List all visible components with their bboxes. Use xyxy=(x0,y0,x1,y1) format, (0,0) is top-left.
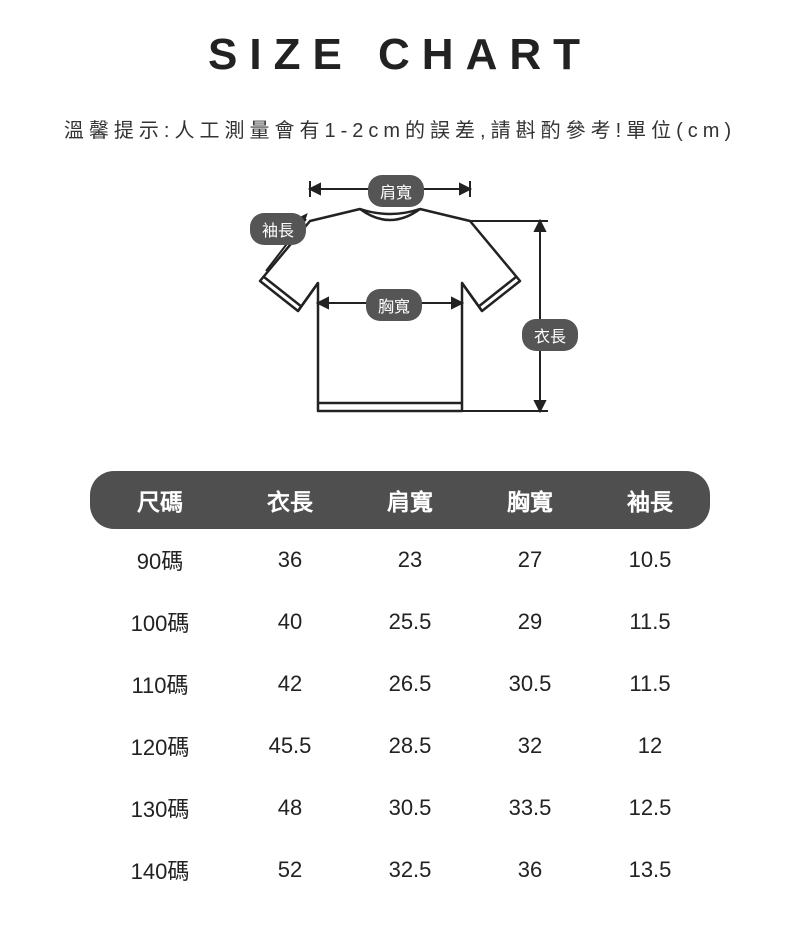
col-size: 尺碼 xyxy=(90,471,230,529)
table-cell: 45.5 xyxy=(230,715,350,777)
table-cell: 12 xyxy=(590,715,710,777)
table-cell: 36 xyxy=(230,529,350,591)
table-cell: 26.5 xyxy=(350,653,470,715)
table-cell: 33.5 xyxy=(470,777,590,839)
col-length: 衣長 xyxy=(230,471,350,529)
table-cell: 12.5 xyxy=(590,777,710,839)
table-cell: 11.5 xyxy=(590,591,710,653)
table-cell: 130碼 xyxy=(90,777,230,839)
table-cell: 28.5 xyxy=(350,715,470,777)
table-cell: 25.5 xyxy=(350,591,470,653)
table-cell: 13.5 xyxy=(590,839,710,901)
col-chest: 胸寬 xyxy=(470,471,590,529)
table-row: 130碼4830.533.512.5 xyxy=(90,777,710,839)
table-cell: 36 xyxy=(470,839,590,901)
label-sleeve: 袖長 xyxy=(250,213,306,245)
table-cell: 29 xyxy=(470,591,590,653)
table-cell: 23 xyxy=(350,529,470,591)
col-shoulder: 肩寬 xyxy=(350,471,470,529)
label-shoulder: 肩寬 xyxy=(368,175,424,207)
table-row: 90碼36232710.5 xyxy=(90,529,710,591)
table-cell: 42 xyxy=(230,653,350,715)
table-cell: 10.5 xyxy=(590,529,710,591)
table-cell: 30.5 xyxy=(350,777,470,839)
table-cell: 30.5 xyxy=(470,653,590,715)
table-header-row: 尺碼 衣長 肩寬 胸寬 袖長 xyxy=(90,471,710,529)
table-cell: 110碼 xyxy=(90,653,230,715)
table-cell: 140碼 xyxy=(90,839,230,901)
table-row: 110碼4226.530.511.5 xyxy=(90,653,710,715)
table-row: 100碼4025.52911.5 xyxy=(90,591,710,653)
table-cell: 32.5 xyxy=(350,839,470,901)
shirt-diagram: 肩寬 袖長 胸寬 衣長 xyxy=(40,171,760,441)
table-cell: 48 xyxy=(230,777,350,839)
table-row: 120碼45.528.53212 xyxy=(90,715,710,777)
label-chest: 胸寬 xyxy=(366,289,422,321)
size-table: 尺碼 衣長 肩寬 胸寬 袖長 90碼36232710.5100碼4025.529… xyxy=(90,471,710,901)
table-cell: 32 xyxy=(470,715,590,777)
measurement-note: 溫馨提示:人工測量會有1-2cm的誤差,請斟酌參考!單位(cm) xyxy=(40,114,760,143)
table-cell: 120碼 xyxy=(90,715,230,777)
label-length: 衣長 xyxy=(522,319,578,351)
table-cell: 27 xyxy=(470,529,590,591)
col-sleeve: 袖長 xyxy=(590,471,710,529)
table-row: 140碼5232.53613.5 xyxy=(90,839,710,901)
table-cell: 90碼 xyxy=(90,529,230,591)
page-title: SIZE CHART xyxy=(40,30,760,80)
table-cell: 52 xyxy=(230,839,350,901)
table-cell: 40 xyxy=(230,591,350,653)
table-cell: 11.5 xyxy=(590,653,710,715)
table-cell: 100碼 xyxy=(90,591,230,653)
